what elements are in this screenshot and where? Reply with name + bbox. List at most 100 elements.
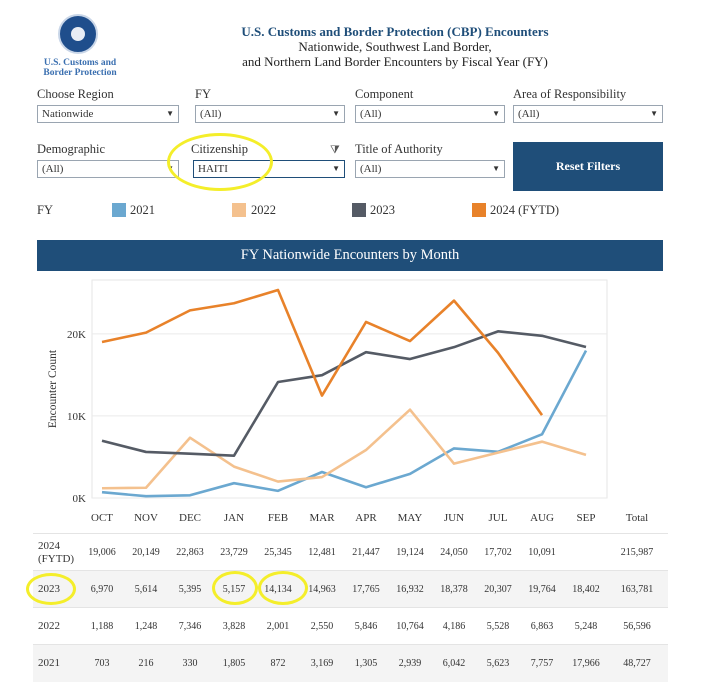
x-tick-label: JAN: [223, 512, 245, 524]
table-cell: 25,345: [264, 547, 292, 558]
clear-filter-icon[interactable]: ⧩: [330, 144, 340, 156]
row-label-suffix: (FYTD): [38, 553, 75, 565]
demographic-value: (All): [42, 163, 64, 175]
table-cell: 1,805: [222, 658, 246, 669]
table-cell: 5,395: [178, 584, 202, 595]
table-cell: 6,042: [442, 658, 466, 669]
y-axis-label: Encounter Count: [47, 349, 59, 428]
series-line-2023: [101, 330, 587, 457]
table-row: 2023 6,970 5,614 5,395 5,157 14,134 14,963 17,7…: [33, 570, 668, 608]
aor-value: (All): [518, 108, 540, 120]
chevron-down-icon: ▼: [166, 109, 174, 118]
row-label-year: 2024: [38, 540, 60, 552]
table-cell: 330: [182, 658, 198, 669]
fy-select[interactable]: (All) ▼: [195, 105, 345, 123]
fy-value: (All): [200, 108, 222, 120]
table-cell: 19,006: [88, 547, 116, 558]
table-cell: 4,186: [442, 621, 466, 632]
region-value: Nationwide: [42, 108, 94, 120]
citizenship-highlight-circle: [167, 133, 273, 191]
legend-fy-label: FY: [37, 203, 53, 217]
row-label: 2021: [38, 657, 60, 670]
row-label: 2022: [38, 620, 60, 633]
table-cell: 18,402: [572, 584, 600, 595]
table-total-cell: 56,596: [623, 621, 651, 632]
total-header: Total: [625, 512, 649, 524]
component-value: (All): [360, 108, 382, 120]
table-cell: 2,939: [398, 658, 422, 669]
table-total-cell: 215,987: [620, 547, 654, 558]
row-label: 2024 (FYTD): [38, 540, 74, 566]
legend-label-2024: 2024 (FYTD): [490, 203, 560, 217]
table-cell: 20,149: [132, 547, 160, 558]
page-title: U.S. Customs and Border Protection (CBP)…: [241, 24, 549, 39]
table-cell: 20,307: [484, 584, 512, 595]
table-cell: 17,702: [484, 547, 512, 558]
reset-filters-button[interactable]: Reset Filters: [513, 142, 663, 191]
table-cell: 5,846: [354, 621, 378, 632]
table-cell: 21,447: [352, 547, 380, 558]
legend-swatch-2021: [112, 203, 126, 217]
table-cell: 2,550: [310, 621, 334, 632]
aor-label: Area of Responsibility: [513, 87, 627, 101]
x-tick-label: JUL: [488, 512, 508, 524]
legend-label-2022: 2022: [251, 203, 276, 217]
table-cell: 3,828: [222, 621, 246, 632]
table-cell: 703: [94, 658, 110, 669]
table-cell: 6,863: [530, 621, 554, 632]
table-cell: 5,614: [134, 584, 158, 595]
x-tick-label: OCT: [91, 512, 113, 524]
component-select[interactable]: (All) ▼: [355, 105, 505, 123]
demographic-label: Demographic: [37, 142, 106, 156]
legend-swatch-2022: [232, 203, 246, 217]
row-label-year: 2021: [38, 657, 60, 669]
table-cell: 5,248: [574, 621, 598, 632]
logo-text: U.S. Customs and Border Protection: [40, 58, 120, 78]
table-row: 2021 703 216 330 1,805 872 3,169 1,305 2,939 6,04…: [33, 644, 668, 682]
table-cell: 12,481: [308, 547, 336, 558]
table-row: 2022 1,188 1,248 7,346 3,828 2,001 2,550 5,846 1…: [33, 607, 668, 645]
legend-label-2023: 2023: [370, 203, 395, 217]
component-label: Component: [355, 87, 414, 101]
table-cell: 1,248: [134, 621, 158, 632]
aor-select[interactable]: (All) ▼: [513, 105, 663, 123]
legend-label-2021: 2021: [130, 203, 155, 217]
chevron-down-icon: ▼: [492, 109, 500, 118]
x-tick-label: NOV: [134, 512, 158, 524]
authority-value: (All): [360, 163, 382, 175]
table-cell: 24,050: [440, 547, 468, 558]
table-header-row: Total OCT NOV DEC JAN FEB MAR APR MAY JUN JUL AUG S…: [0, 512, 714, 528]
table-cell: 5,623: [486, 658, 510, 669]
x-tick-label: MAR: [309, 512, 335, 524]
table-cell: 17,966: [572, 658, 600, 669]
y-tick-label: 10K: [67, 411, 86, 423]
table-cell: 10,091: [528, 547, 556, 558]
chart-title-banner: FY Nationwide Encounters by Month: [37, 240, 663, 271]
legend-swatch-2024: [472, 203, 486, 217]
chevron-down-icon: ▼: [332, 164, 340, 173]
region-select[interactable]: Nationwide ▼: [37, 105, 179, 123]
demographic-select[interactable]: (All) ▼: [37, 160, 179, 178]
row-label-year: 2022: [38, 620, 60, 632]
x-tick-label: MAY: [397, 512, 423, 524]
table-cell: 19,124: [396, 547, 424, 558]
x-tick-label: APR: [355, 512, 377, 524]
table-total-cell: 48,727: [623, 658, 651, 669]
table-cell: 3,169: [310, 658, 334, 669]
feb-2023-highlight-circle: [258, 571, 308, 605]
chevron-down-icon: ▼: [332, 109, 340, 118]
legend-swatch-2023: [352, 203, 366, 217]
y-tick-label: 20K: [67, 329, 86, 341]
table-total-cell: 163,781: [620, 584, 654, 595]
chevron-down-icon: ▼: [650, 109, 658, 118]
table-cell: 1,305: [354, 658, 378, 669]
logo-line2: Border Protection: [43, 68, 117, 78]
encounters-line-chart: 0K 10K 20K Encounter Count: [47, 279, 608, 505]
authority-select[interactable]: (All) ▼: [355, 160, 505, 178]
cbp-seal-logo: [58, 14, 98, 54]
table-cell: 872: [270, 658, 286, 669]
x-tick-label: AUG: [530, 512, 554, 524]
table-cell: 17,765: [352, 584, 380, 595]
table-cell: 22,863: [176, 547, 204, 558]
table-cell: 19,764: [528, 584, 556, 595]
